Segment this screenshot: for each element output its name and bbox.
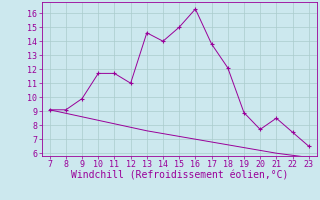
X-axis label: Windchill (Refroidissement éolien,°C): Windchill (Refroidissement éolien,°C) bbox=[70, 171, 288, 181]
